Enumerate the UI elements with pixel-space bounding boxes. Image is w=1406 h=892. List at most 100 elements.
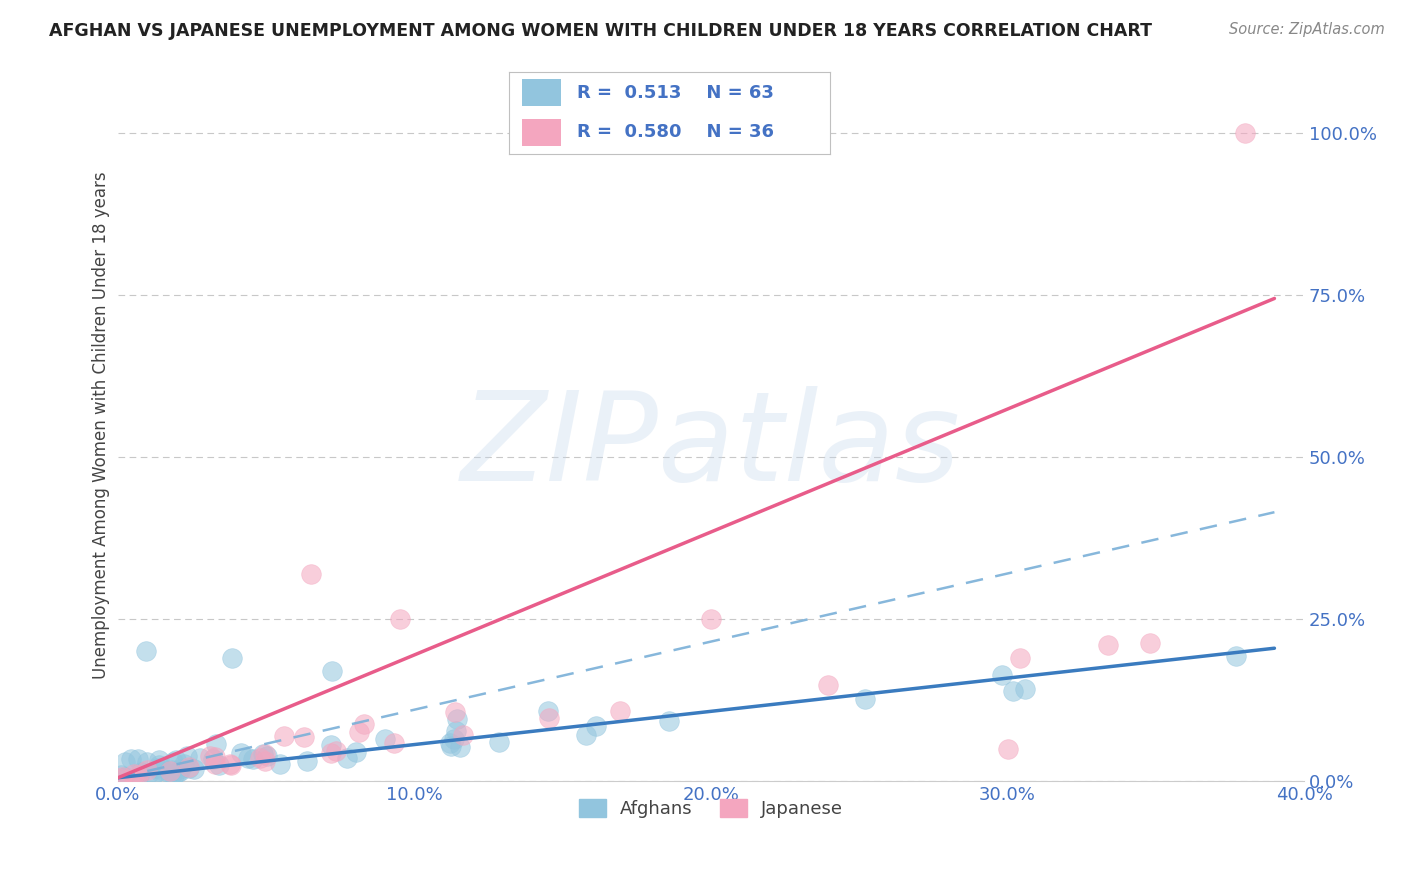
Point: [169, 762, 191, 776]
Point: [136, 763, 159, 777]
Point: [273, 729, 295, 743]
Point: [444, 723, 467, 738]
Point: [1139, 635, 1161, 649]
Point: [136, 767, 159, 781]
Point: [325, 744, 347, 758]
Point: [204, 756, 226, 771]
Point: [1010, 651, 1032, 665]
Point: [382, 736, 405, 750]
Point: [321, 739, 343, 753]
Point: [124, 772, 146, 786]
Point: [335, 751, 357, 765]
Point: [299, 566, 322, 581]
Point: [449, 739, 471, 754]
Point: [167, 764, 190, 779]
Point: [120, 751, 142, 765]
Point: [347, 725, 370, 739]
Point: [183, 762, 205, 776]
Point: [149, 764, 172, 778]
Point: [855, 692, 877, 706]
Point: [700, 612, 723, 626]
Point: [128, 768, 150, 782]
Point: [575, 728, 598, 742]
Point: [253, 754, 276, 768]
Point: [205, 737, 228, 751]
Point: [990, 668, 1012, 682]
Y-axis label: Unemployment Among Women with Children Under 18 years: Unemployment Among Women with Children U…: [93, 171, 110, 679]
Point: [446, 713, 468, 727]
Point: [1225, 649, 1247, 664]
Point: [344, 745, 367, 759]
Point: [135, 644, 157, 658]
Text: ZIPatlas: ZIPatlas: [461, 385, 962, 507]
Point: [658, 714, 681, 728]
Point: [173, 756, 195, 771]
Point: [157, 766, 180, 780]
Point: [141, 770, 163, 784]
Point: [176, 748, 198, 763]
Point: [374, 732, 396, 747]
Point: [297, 754, 319, 768]
Point: [269, 756, 291, 771]
Point: [198, 749, 221, 764]
Point: [219, 758, 242, 772]
Point: [1233, 126, 1256, 140]
Point: [242, 752, 264, 766]
Point: [444, 706, 467, 720]
Point: [204, 750, 226, 764]
Point: [292, 730, 315, 744]
Point: [159, 764, 181, 778]
Point: [249, 751, 271, 765]
Point: [440, 739, 463, 753]
Point: [127, 768, 149, 782]
Point: [321, 746, 343, 760]
Point: [451, 728, 474, 742]
Point: [537, 704, 560, 718]
Point: [1002, 684, 1025, 698]
Point: [1014, 682, 1036, 697]
Point: [252, 747, 274, 761]
Point: [208, 758, 231, 772]
Point: [439, 736, 461, 750]
Point: [218, 757, 240, 772]
Point: [188, 751, 211, 765]
Point: [114, 770, 136, 784]
Point: [162, 755, 184, 769]
Point: [321, 664, 343, 678]
Point: [127, 752, 149, 766]
Point: [202, 752, 225, 766]
Point: [122, 766, 145, 780]
Point: [221, 651, 243, 665]
Point: [148, 764, 170, 778]
Point: [997, 741, 1019, 756]
Point: [160, 764, 183, 778]
Point: [114, 756, 136, 770]
Point: [110, 772, 132, 786]
Point: [537, 711, 560, 725]
Point: [112, 772, 135, 786]
Point: [817, 678, 839, 692]
Point: [177, 760, 200, 774]
Point: [148, 753, 170, 767]
Text: Source: ZipAtlas.com: Source: ZipAtlas.com: [1229, 22, 1385, 37]
Point: [148, 757, 170, 772]
Point: [160, 767, 183, 781]
Point: [135, 755, 157, 769]
Point: [145, 761, 167, 775]
Point: [111, 770, 134, 784]
Point: [443, 731, 465, 746]
Point: [585, 719, 607, 733]
Point: [253, 747, 276, 762]
Point: [163, 768, 186, 782]
Point: [488, 735, 510, 749]
Point: [256, 748, 278, 763]
Point: [353, 717, 375, 731]
Legend: Afghans, Japanese: Afghans, Japanese: [571, 791, 851, 825]
Point: [238, 750, 260, 764]
Point: [388, 612, 411, 626]
Point: [609, 704, 631, 718]
Point: [1097, 639, 1119, 653]
Point: [169, 764, 191, 779]
Point: [231, 746, 253, 760]
Point: [177, 761, 200, 775]
